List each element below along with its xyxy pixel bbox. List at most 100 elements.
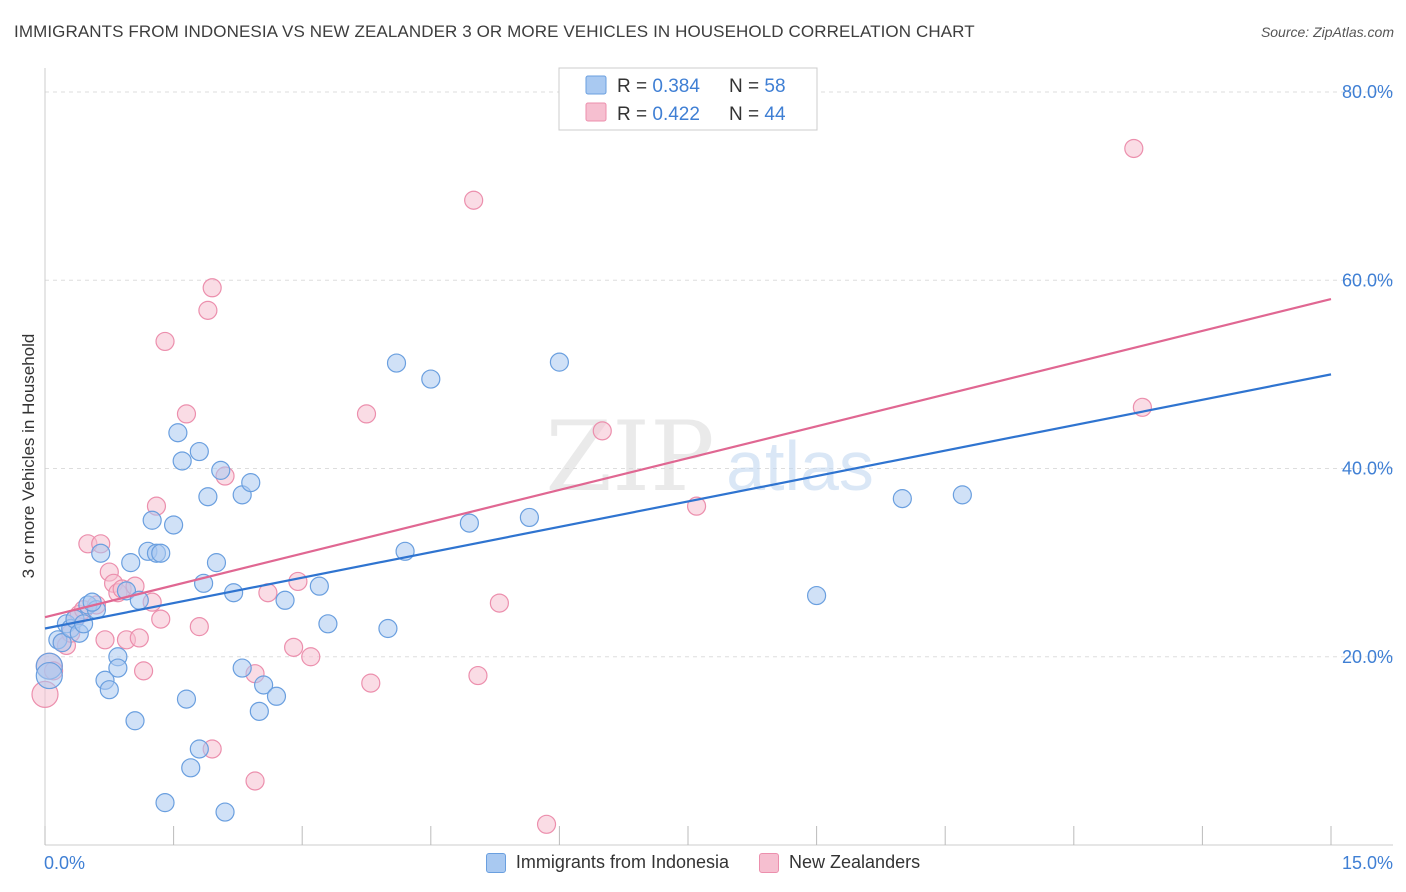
legend-item-indonesia: Immigrants from Indonesia	[485, 852, 729, 873]
indonesia-point-57	[952, 485, 972, 505]
indonesia-point-47	[318, 614, 338, 634]
legend-r-label-1: R =	[617, 76, 652, 97]
x-tick-label-max: 15.0%	[1342, 853, 1393, 873]
new-zealanders-point-36	[301, 647, 321, 667]
indonesia-point-36	[211, 460, 231, 480]
new-zealanders-point-25	[176, 404, 197, 424]
svg-text:R = 0.384: R = 0.384	[617, 76, 700, 97]
legend-item-new-zealanders: New Zealanders	[759, 852, 920, 873]
indonesia-point-26	[164, 515, 184, 535]
new-zealanders-point-34	[284, 637, 304, 657]
new-zealanders-point-40	[468, 665, 488, 686]
new-zealanders-point-23	[151, 609, 171, 629]
new-zealanders-point-28	[202, 278, 222, 298]
indonesia-point-46	[309, 576, 329, 596]
indonesia-point-35	[206, 553, 227, 573]
y-tick-label-3: 80.0%	[1342, 82, 1393, 102]
watermark-atlas: atlas	[726, 427, 874, 505]
indonesia-point-41	[241, 473, 261, 493]
legend-n-value-2: 44	[764, 104, 786, 125]
legend-n-value-1: 58	[764, 76, 785, 97]
new-zealanders-point-38	[361, 673, 381, 693]
y-tick-label-2: 60.0%	[1342, 270, 1393, 290]
trend-line-indonesia	[44, 373, 1332, 630]
chart-title: IMMIGRANTS FROM INDONESIA VS NEW ZEALAND…	[14, 22, 975, 41]
legend-swatch-pink	[585, 102, 607, 122]
indonesia-point-30	[181, 758, 201, 778]
legend-r-value-2: 0.422	[652, 104, 700, 125]
indonesia-point-52	[459, 513, 479, 533]
legend-swatch-new-zealanders	[759, 852, 780, 873]
indonesia-point-55	[806, 585, 827, 606]
indonesia-point-51	[421, 369, 441, 389]
indonesia-point-22	[142, 510, 162, 530]
indonesia-point-44	[266, 686, 287, 706]
indonesia-point-56	[892, 489, 912, 509]
axes	[44, 68, 1393, 846]
series-indonesia	[35, 352, 972, 822]
x-tick-labels: 0.0% 15.0%	[44, 853, 1393, 873]
indonesia-point-19	[125, 711, 145, 731]
new-zealanders-point-20	[133, 661, 154, 681]
indonesia-point-11	[82, 592, 102, 612]
stats-legend: R = 0.384 N = 58 R = 0.422 N = 44	[558, 67, 818, 131]
indonesia-point-48	[378, 618, 398, 639]
new-zealanders-point-43	[592, 421, 612, 441]
indonesia-point-24	[151, 543, 171, 563]
new-zealanders-point-35	[288, 571, 308, 592]
indonesia-point-1	[35, 661, 63, 690]
legend-swatch-blue	[585, 75, 607, 95]
trend-line-new-zealanders	[44, 298, 1332, 619]
svg-text:N = 44: N = 44	[729, 104, 786, 125]
indonesia-point-3	[52, 633, 72, 653]
legend-r-label-2: R =	[617, 104, 652, 125]
x-tick-label-min: 0.0%	[44, 853, 85, 873]
new-zealanders-point-12	[95, 630, 115, 650]
watermark: ZIP atlas	[545, 401, 874, 513]
new-zealanders-point-26	[189, 617, 209, 637]
svg-text:N = 58: N = 58	[729, 76, 786, 97]
indonesia-point-53	[519, 507, 539, 528]
new-zealanders-point-45	[1124, 138, 1144, 159]
indonesia-point-49	[386, 353, 407, 373]
new-zealanders-point-19	[129, 628, 149, 648]
legend-n-label-1: N =	[729, 76, 764, 97]
trend-lines	[44, 298, 1332, 630]
y-tick-label-1: 40.0%	[1342, 459, 1393, 479]
y-tick-labels: 20.0% 40.0% 60.0% 80.0%	[1342, 82, 1393, 667]
legend-swatch-indonesia	[485, 852, 506, 873]
y-tick-label-0: 20.0%	[1342, 647, 1393, 667]
grid-lines	[45, 91, 1393, 658]
indonesia-point-54	[549, 352, 570, 372]
indonesia-point-8	[73, 614, 94, 634]
new-zealanders-point-39	[464, 190, 484, 210]
indonesia-point-27	[168, 423, 188, 443]
indonesia-point-12	[91, 543, 111, 563]
new-zealanders-point-37	[356, 404, 377, 424]
indonesia-point-25	[155, 793, 175, 813]
indonesia-point-31	[189, 739, 209, 759]
indonesia-point-45	[275, 590, 295, 610]
new-zealanders-point-42	[536, 814, 557, 834]
indonesia-point-39	[232, 658, 252, 678]
indonesia-point-34	[198, 487, 218, 507]
new-zealanders-point-41	[489, 593, 509, 613]
new-zealanders-point-27	[198, 300, 218, 320]
legend-r-value-1: 0.384	[652, 76, 700, 97]
legend-n-label-2: N =	[729, 104, 764, 125]
legend-label-new-zealanders: New Zealanders	[789, 852, 921, 872]
indonesia-point-16	[108, 658, 128, 678]
indonesia-point-28	[172, 451, 192, 471]
indonesia-point-37	[215, 802, 235, 822]
indonesia-point-14	[99, 680, 119, 700]
indonesia-point-18	[121, 553, 141, 573]
watermark-zip: ZIP	[545, 401, 714, 513]
new-zealanders-point-31	[245, 771, 265, 791]
new-zealanders-point-24	[155, 331, 175, 352]
indonesia-point-29	[176, 689, 197, 709]
indonesia-point-32	[189, 441, 209, 462]
indonesia-point-42	[249, 701, 269, 721]
svg-text:R = 0.422: R = 0.422	[617, 104, 700, 125]
source-label: Source: ZipAtlas.com	[1260, 24, 1394, 40]
